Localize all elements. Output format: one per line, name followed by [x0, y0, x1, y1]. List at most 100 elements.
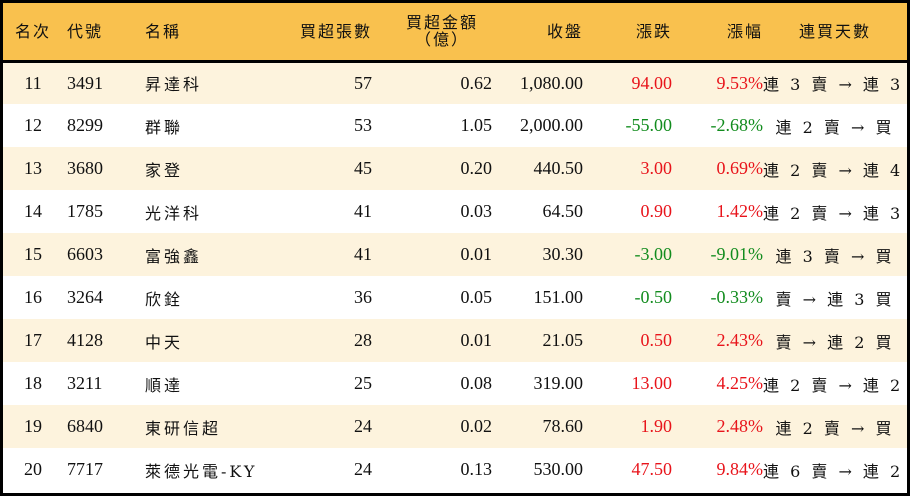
cell-rank: 14 — [24, 201, 42, 221]
cell-change-pct: -0.33% — [710, 287, 764, 307]
header-rank: 名次 — [14, 21, 51, 41]
cell-net-buy-amount: 0.13 — [460, 459, 493, 479]
cell-rank: 17 — [24, 330, 42, 350]
header-net-buy-amount-line2: （億） — [414, 30, 469, 50]
cell-code: 3680 — [67, 158, 103, 178]
header-close: 收盤 — [546, 21, 583, 41]
cell-consecutive-days: 連 6 賣 → 連 2 買 — [763, 461, 910, 481]
table-row: 14 1785 光洋科 41 0.03 64.50 0.90 1.42% 連 2… — [3, 190, 910, 233]
cell-change: 3.00 — [640, 158, 673, 178]
cell-net-buy-lots: 57 — [354, 72, 372, 93]
header-change-pct: 漲幅 — [726, 21, 763, 41]
cell-close: 64.50 — [542, 201, 584, 221]
cell-rank: 13 — [24, 158, 42, 178]
cell-net-buy-amount: 1.05 — [460, 115, 493, 135]
cell-net-buy-amount: 0.62 — [460, 72, 493, 93]
cell-consecutive-days: 連 2 賣 → 連 4 買 — [763, 160, 910, 180]
cell-close: 530.00 — [533, 459, 584, 479]
cell-change: -0.50 — [634, 287, 673, 307]
cell-code: 1785 — [67, 201, 103, 221]
cell-change: 94.00 — [631, 72, 673, 93]
cell-close: 2,000.00 — [520, 115, 583, 135]
cell-consecutive-days: 連 2 賣 → 連 2 買 — [763, 375, 910, 395]
cell-change-pct: 2.48% — [716, 416, 764, 436]
cell-change: -55.00 — [625, 115, 673, 135]
cell-code: 3264 — [67, 287, 103, 307]
cell-change: 13.00 — [631, 373, 673, 393]
header-net-buy-amount-line1: 買超金額 — [405, 13, 478, 33]
cell-change: 0.90 — [640, 201, 673, 221]
cell-name: 中天 — [145, 332, 184, 352]
table-row: 16 3264 欣銓 36 0.05 151.00 -0.50 -0.33% 賣… — [3, 276, 907, 319]
cell-consecutive-days: 賣 → 連 2 買 — [775, 332, 895, 352]
cell-name: 東研信超 — [145, 418, 222, 438]
table-row: 13 3680 家登 45 0.20 440.50 3.00 0.69% 連 2… — [3, 147, 910, 190]
cell-consecutive-days: 連 2 賣 → 買 — [775, 418, 895, 438]
cell-net-buy-lots: 24 — [354, 459, 372, 479]
table-row: 18 3211 順達 25 0.08 319.00 13.00 4.25% 連 … — [3, 362, 910, 405]
cell-close: 319.00 — [533, 373, 584, 393]
cell-consecutive-days: 連 2 賣 → 連 3 買 — [763, 203, 910, 223]
cell-change: -3.00 — [634, 244, 673, 264]
cell-name: 富強鑫 — [145, 246, 203, 266]
cell-name: 昇達科 — [145, 75, 203, 95]
cell-consecutive-days: 連 2 賣 → 買 — [775, 117, 895, 137]
cell-net-buy-lots: 53 — [354, 115, 372, 135]
cell-consecutive-days: 連 3 賣 → 買 — [775, 246, 895, 266]
cell-change-pct: 4.25% — [716, 373, 764, 393]
cell-net-buy-amount: 0.01 — [460, 244, 493, 264]
cell-consecutive-days: 賣 → 連 3 買 — [775, 289, 895, 309]
cell-rank: 11 — [24, 72, 42, 93]
cell-code: 4128 — [67, 330, 103, 350]
cell-close: 440.50 — [533, 158, 584, 178]
cell-change: 1.90 — [640, 416, 673, 436]
header-row: 名次 代號 名稱 買超張數 買超金額 （億） 收盤 漲跌 漲幅 連買天數 — [3, 3, 907, 61]
cell-net-buy-lots: 28 — [354, 330, 372, 350]
cell-net-buy-lots: 45 — [354, 158, 372, 178]
cell-consecutive-days: 連 3 賣 → 連 3 買 — [763, 75, 910, 95]
header-name: 名稱 — [145, 21, 182, 41]
table-row: 20 7717 萊德光電-KY 24 0.13 530.00 47.50 9.8… — [3, 448, 910, 491]
cell-change-pct: -2.68% — [710, 115, 764, 135]
header-net-buy-lots: 買超張數 — [299, 21, 372, 41]
cell-rank: 18 — [24, 373, 42, 393]
cell-change: 47.50 — [631, 459, 673, 479]
cell-code: 7717 — [67, 459, 103, 479]
header-net-buy-amount: 買超金額 （億） — [372, 3, 492, 61]
cell-change-pct: 0.69% — [716, 158, 764, 178]
header-consecutive-days: 連買天數 — [798, 21, 871, 41]
cell-net-buy-amount: 0.02 — [460, 416, 493, 436]
cell-net-buy-amount: 0.01 — [460, 330, 493, 350]
cell-name: 光洋科 — [145, 203, 203, 223]
cell-change-pct: -9.01% — [710, 244, 764, 264]
cell-rank: 16 — [24, 287, 42, 307]
cell-rank: 15 — [24, 244, 42, 264]
table-row: 17 4128 中天 28 0.01 21.05 0.50 2.43% 賣 → … — [3, 319, 907, 362]
cell-name: 群聯 — [145, 117, 184, 137]
cell-code: 3491 — [67, 72, 103, 93]
cell-net-buy-amount: 0.08 — [460, 373, 493, 393]
cell-close: 78.60 — [542, 416, 584, 436]
cell-rank: 19 — [24, 416, 42, 436]
cell-name: 欣銓 — [145, 289, 184, 309]
cell-close: 30.30 — [542, 244, 584, 264]
table-row: 15 6603 富強鑫 41 0.01 30.30 -3.00 -9.01% 連… — [3, 233, 907, 276]
cell-net-buy-lots: 25 — [354, 373, 372, 393]
cell-net-buy-lots: 36 — [354, 287, 372, 307]
table-row: 19 6840 東研信超 24 0.02 78.60 1.90 2.48% 連 … — [3, 405, 907, 448]
cell-change-pct: 9.53% — [716, 72, 764, 93]
cell-change-pct: 2.43% — [716, 330, 764, 350]
cell-change: 0.50 — [640, 330, 673, 350]
cell-code: 6603 — [67, 244, 103, 264]
table-row: 12 8299 群聯 53 1.05 2,000.00 -55.00 -2.68… — [3, 104, 907, 147]
cell-change-pct: 9.84% — [716, 459, 764, 479]
header-change: 漲跌 — [635, 21, 672, 41]
cell-code: 8299 — [67, 115, 103, 135]
cell-close: 1,080.00 — [520, 72, 583, 93]
table-row: 11 3491 昇達科 57 0.62 1,080.00 94.00 9.53%… — [3, 61, 910, 104]
cell-net-buy-lots: 41 — [354, 244, 372, 264]
cell-name: 順達 — [145, 375, 184, 395]
cell-net-buy-amount: 0.05 — [460, 287, 493, 307]
cell-name: 萊德光電-KY — [145, 461, 258, 481]
